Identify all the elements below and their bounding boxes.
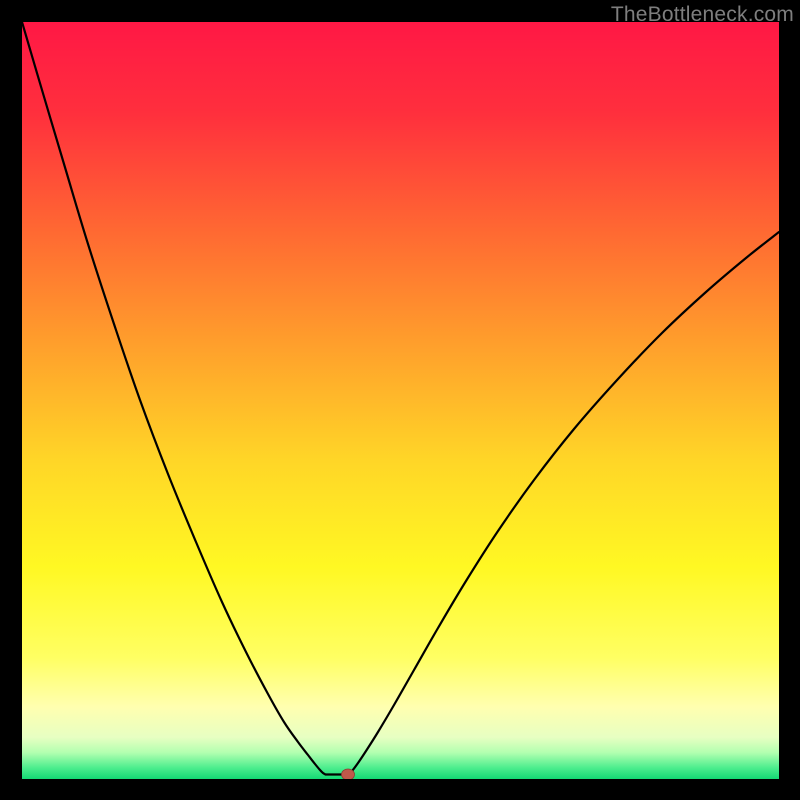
gradient-background bbox=[22, 22, 779, 779]
chart-svg bbox=[22, 22, 779, 779]
chart-plot-area bbox=[22, 22, 779, 779]
watermark-text: TheBottleneck.com bbox=[611, 3, 794, 27]
stage: TheBottleneck.com bbox=[0, 0, 800, 800]
optimum-marker bbox=[342, 769, 355, 779]
